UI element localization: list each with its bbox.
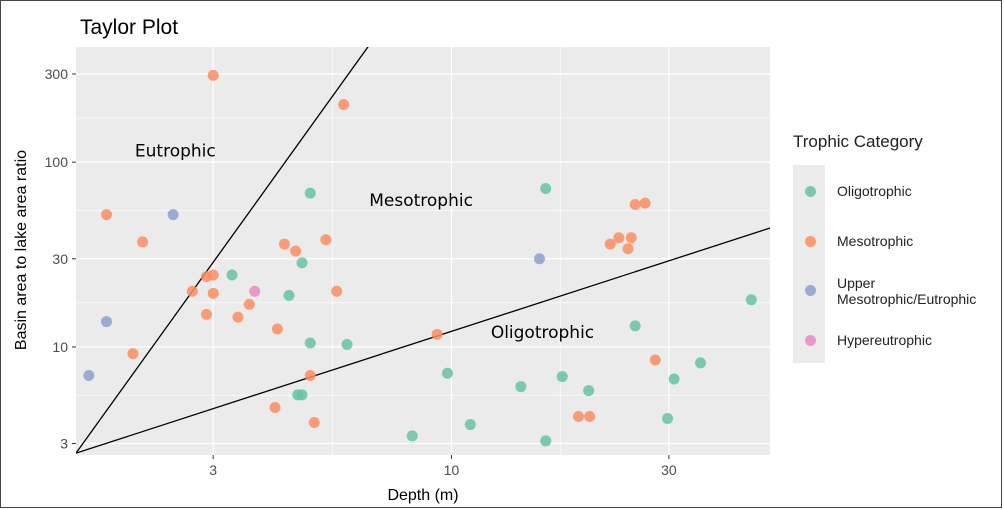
point-mesotrophic [308,416,320,428]
point-oligotrophic [540,183,552,195]
reference-line-1 [76,47,369,454]
scatter-points [83,69,757,447]
point-oligotrophic [406,430,418,442]
point-oligotrophic [745,294,757,306]
point-mesotrophic [127,348,139,360]
annotation-oligotrophic: Oligotrophic [491,323,594,343]
point-oligotrophic [296,389,308,401]
x-tick-label: 3 [209,462,217,478]
legend-item-oligotrophic: Oligotrophic [837,183,912,199]
point-mesotrophic [338,99,350,111]
x-axis: 3 10 30 [209,455,677,478]
point-mesotrophic [613,232,625,244]
point-mesotrophic [584,411,596,423]
x-tick-label: 30 [661,462,677,478]
point-mesotrophic [331,285,343,297]
point-mesotrophic [207,287,219,299]
point-mesotrophic [207,69,219,81]
legend-key-panel [793,165,825,363]
point-mesotrophic [625,232,637,244]
grid-major [76,47,770,455]
point-oligotrophic [583,385,595,397]
point-oligotrophic [668,373,680,385]
plot-panel [76,47,770,455]
point-oligotrophic [296,257,308,269]
point-mesotrophic [604,238,616,250]
point-mesotrophic [278,238,290,250]
point-oligotrophic [464,419,476,431]
point-oligotrophic [540,435,552,447]
point-oligotrophic [556,371,568,383]
grid-minor [76,47,789,455]
legend-item-mesotrophic: Mesotrophic [837,233,914,249]
point-mesotrophic [200,308,212,320]
y-tick-label: 100 [45,154,69,170]
y-axis: 3 10 30 100 300 [45,66,76,452]
point-mesotrophic [232,311,244,323]
legend-swatch-hypereutrophic [805,335,816,346]
y-tick-label: 300 [45,66,69,82]
point-upper-mesotrophic-eutrophic [101,316,113,328]
point-oligotrophic [662,412,674,424]
legend-swatch-mesotrophic [805,236,816,247]
point-oligotrophic [226,269,238,281]
point-mesotrophic [101,209,113,221]
point-mesotrophic [573,411,585,423]
y-tick-label: 10 [52,339,68,355]
x-tick-label: 10 [444,462,460,478]
y-axis-label: Basin area to lake area ratio [13,150,30,350]
legend-item-hypereutrophic: Hypereutrophic [837,332,932,348]
point-hypereutrophic [249,285,261,297]
legend-swatch-oligotrophic [805,186,816,197]
point-oligotrophic [515,381,527,393]
point-upper-mesotrophic-eutrophic [167,209,179,221]
point-mesotrophic [243,298,255,310]
y-tick-label: 30 [52,251,68,267]
point-mesotrophic [290,245,302,257]
reference-lines [76,47,770,454]
annotation-eutrophic: Eutrophic [135,142,216,162]
point-mesotrophic [269,401,281,413]
point-mesotrophic [207,269,219,281]
point-oligotrophic [441,367,453,379]
annotation-mesotrophic: Mesotrophic [369,191,473,211]
point-oligotrophic [304,187,316,199]
point-mesotrophic [649,354,661,366]
y-tick-label: 3 [60,436,68,452]
point-mesotrophic [304,370,316,382]
point-oligotrophic [629,320,641,332]
point-mesotrophic [320,234,332,246]
point-mesotrophic [639,197,651,209]
point-oligotrophic [341,339,353,351]
x-axis-label: Depth (m) [387,487,458,504]
point-mesotrophic [622,243,634,255]
legend-title: Trophic Category [793,132,923,151]
point-oligotrophic [283,289,295,301]
point-mesotrophic [271,323,283,335]
point-mesotrophic [186,285,198,297]
point-mesotrophic [431,328,443,340]
legend-item-upper-mesotrophic-eutrophic: Upper Mesotrophic/Eutrophic [837,275,977,307]
point-oligotrophic [304,337,316,349]
point-mesotrophic [137,236,149,248]
point-oligotrophic [695,357,707,369]
chart-title: Taylor Plot [80,16,179,39]
legend-swatch-upper-mesotrophic-eutrophic [805,285,816,296]
reference-line-2 [76,227,770,454]
point-mesotrophic [629,198,641,210]
region-annotations: Eutrophic Mesotrophic Oligotrophic [135,142,594,343]
point-upper-mesotrophic-eutrophic [533,253,545,265]
point-upper-mesotrophic-eutrophic [83,370,95,382]
